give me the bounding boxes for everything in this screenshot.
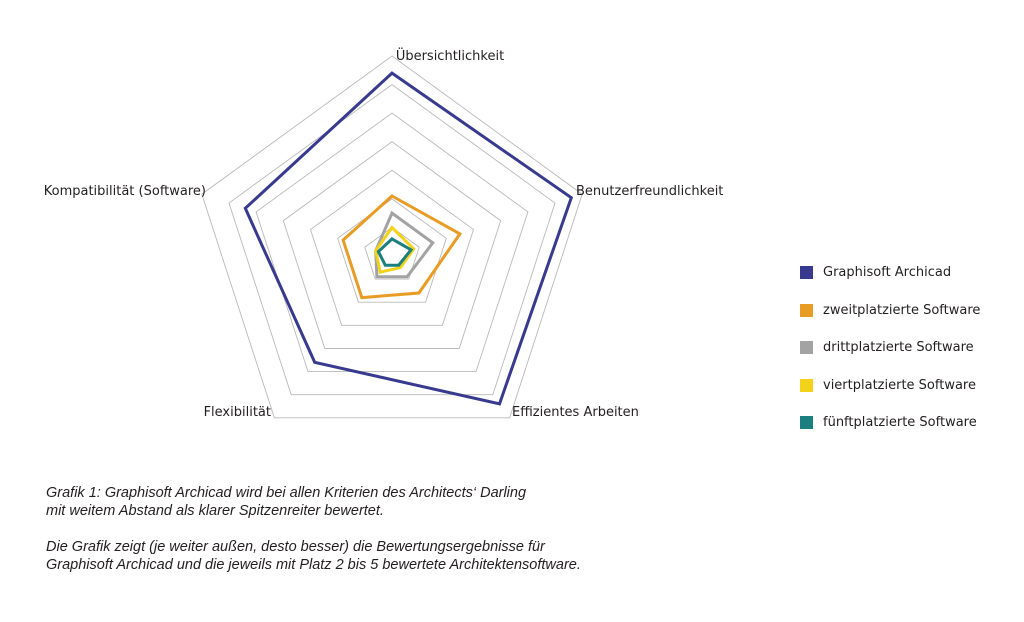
legend-swatch bbox=[800, 378, 813, 392]
grid-ring bbox=[228, 84, 556, 396]
grid-ring bbox=[255, 112, 529, 373]
grid-ring bbox=[309, 169, 475, 326]
axis-label-uebersichtlichkeit: Übersichtlichkeit bbox=[396, 47, 504, 64]
legend-item: drittplatzierte Software bbox=[800, 329, 980, 367]
caption-paragraph-2: Die Grafik zeigt (je weiter außen, desto… bbox=[46, 538, 666, 574]
legend-swatch bbox=[800, 303, 813, 317]
grid-ring bbox=[364, 226, 420, 280]
caption-line: Grafik 1: Graphisoft Archicad wird bei a… bbox=[46, 485, 527, 501]
caption-line: mit weitem Abstand als klarer Spitzenrei… bbox=[46, 503, 384, 519]
legend-item: viertplatzierte Software bbox=[800, 367, 980, 405]
axis-label-flexibilitaet: Flexibilität bbox=[204, 405, 271, 420]
grid-ring bbox=[337, 198, 447, 303]
legend-swatch bbox=[800, 266, 813, 280]
caption-line: Die Grafik zeigt (je weiter außen, desto… bbox=[46, 539, 545, 555]
legend-label: drittplatzierte Software bbox=[823, 340, 974, 356]
axis-label-benutzerfreundlichkeit: Benutzerfreundlichkeit bbox=[576, 184, 723, 199]
caption-line: Graphisoft Archicad und die jeweils mit … bbox=[46, 557, 581, 573]
legend: Graphisoft Archicad zweitplatzierte Soft… bbox=[800, 254, 980, 442]
legend-swatch bbox=[800, 416, 813, 430]
series-polygon bbox=[374, 225, 416, 275]
legend-label: Graphisoft Archicad bbox=[823, 265, 952, 281]
legend-item: Graphisoft Archicad bbox=[800, 254, 980, 292]
legend-item: zweitplatzierte Software bbox=[800, 292, 980, 330]
grid-ring bbox=[201, 55, 583, 419]
grid-ring bbox=[282, 141, 502, 349]
axis-label-effizientes-arbeiten: Effizientes Arbeiten bbox=[512, 405, 639, 420]
series-polygon bbox=[341, 194, 463, 300]
axis-label-kompatibilitaet: Kompatibilität (Software) bbox=[44, 184, 206, 199]
radar-series bbox=[243, 71, 574, 406]
legend-item: fünftplatzierte Software bbox=[800, 404, 980, 442]
figure-caption: Grafik 1: Graphisoft Archicad wird bei a… bbox=[46, 484, 666, 574]
legend-swatch bbox=[800, 341, 813, 355]
legend-label: zweitplatzierte Software bbox=[823, 302, 981, 318]
series-polygon bbox=[243, 71, 574, 406]
legend-label: fünftplatzierte Software bbox=[823, 415, 977, 431]
caption-paragraph-1: Grafik 1: Graphisoft Archicad wird bei a… bbox=[46, 484, 666, 520]
series-polygon bbox=[376, 237, 414, 267]
radar-chart: Übersichtlichkeit Benutzerfreundlichkeit… bbox=[44, 47, 724, 420]
legend-label: viertplatzierte Software bbox=[823, 377, 976, 393]
radar-grid bbox=[201, 55, 583, 419]
